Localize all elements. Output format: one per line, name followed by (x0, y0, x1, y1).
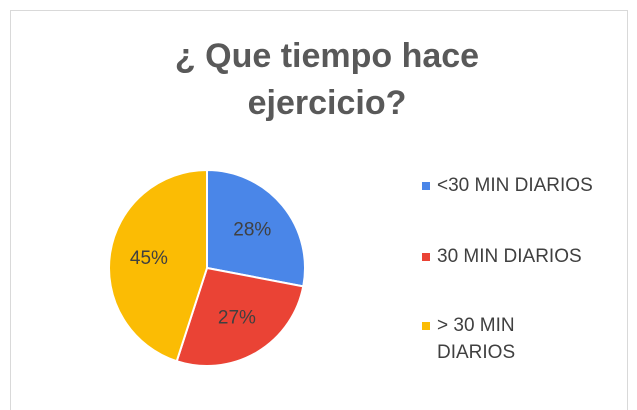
legend-swatch (422, 322, 430, 330)
chart-border (10, 10, 628, 410)
data-label: 28% (233, 220, 271, 241)
data-label: 27% (218, 308, 256, 329)
legend-swatch (422, 182, 430, 190)
pie-slice (108, 168, 208, 363)
chart-title: ¿ Que tiempo hace ejercicio? (175, 37, 479, 122)
legend-swatch (422, 253, 430, 261)
legend-label: > 30 MIN DIARIOS (437, 315, 515, 363)
pie-slice (175, 266, 305, 367)
data-label: 45% (130, 248, 168, 269)
legend-label: <30 MIN DIARIOS (437, 175, 593, 196)
legend-label: 30 MIN DIARIOS (437, 246, 582, 267)
pie-slice (206, 168, 306, 288)
